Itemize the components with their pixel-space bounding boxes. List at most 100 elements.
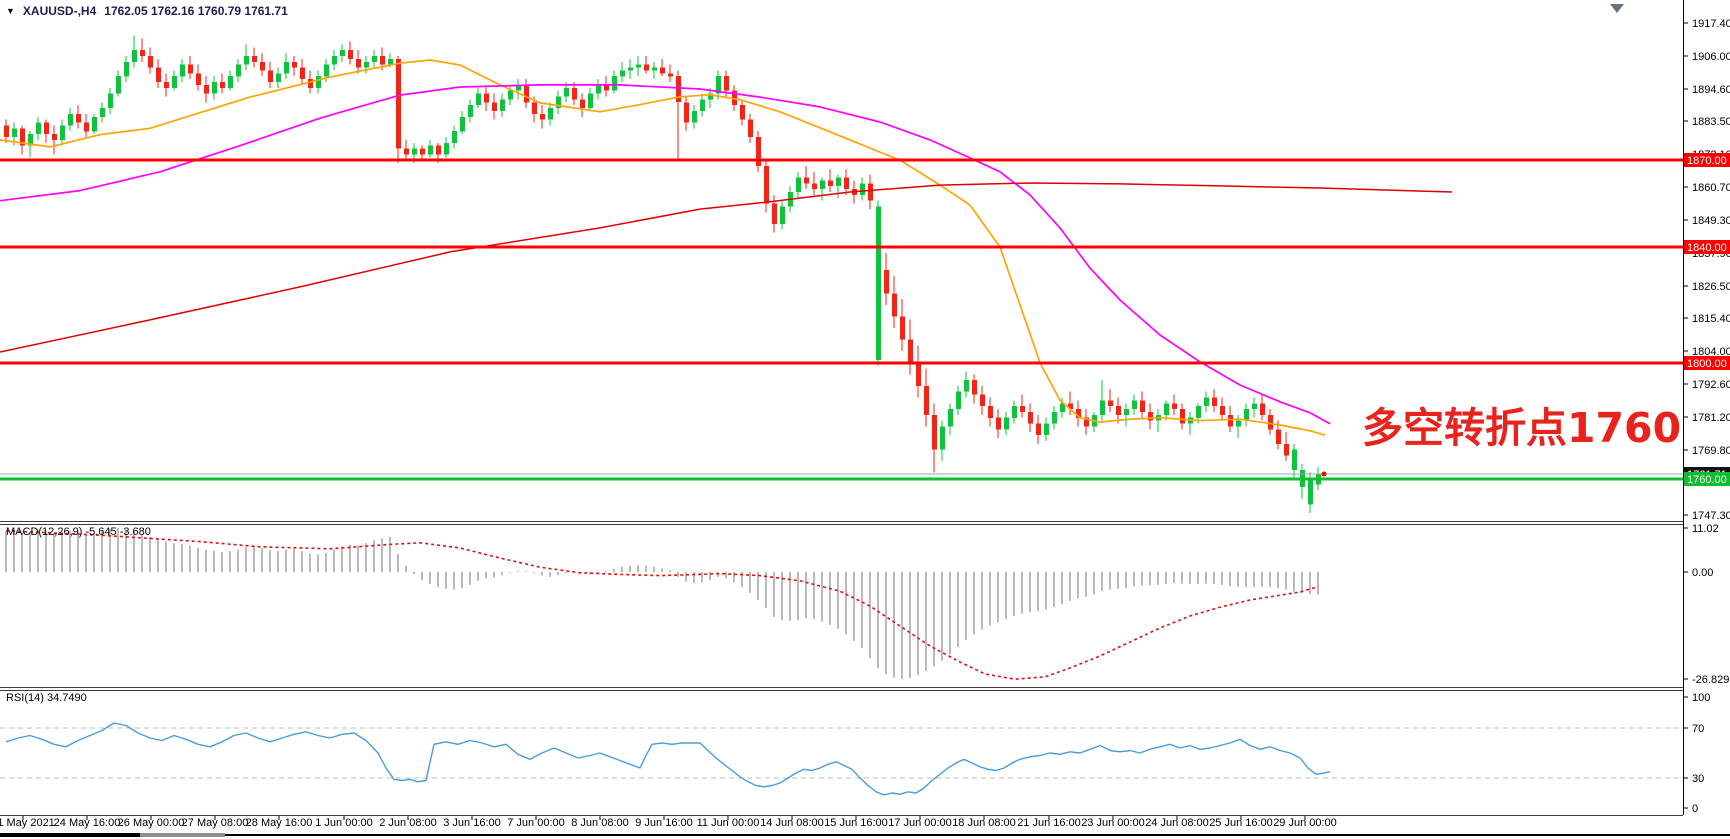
level-1760.00-box bbox=[1684, 472, 1730, 486]
price-tick-label: 1849.30 bbox=[1692, 215, 1730, 227]
macd-tick-label: 0.00 bbox=[1692, 567, 1713, 579]
time-tick-label: 2 Jun 08:00 bbox=[379, 817, 437, 829]
time-tick-label: 1 Jun 00:00 bbox=[315, 817, 373, 829]
candle-body bbox=[516, 84, 521, 91]
rsi-tick-label: 0 bbox=[1692, 803, 1698, 815]
candle-body bbox=[1124, 409, 1129, 415]
price-tick-label: 1860.70 bbox=[1692, 182, 1730, 194]
candle-body bbox=[564, 87, 569, 97]
candle-body bbox=[884, 270, 889, 294]
candle-body bbox=[348, 50, 353, 59]
candle-body bbox=[996, 417, 1001, 430]
candle-body bbox=[100, 108, 105, 117]
candle-body bbox=[868, 183, 873, 201]
candle-body bbox=[980, 394, 985, 407]
candle-body bbox=[676, 76, 681, 103]
candle-body bbox=[324, 64, 329, 77]
candle-body bbox=[604, 84, 609, 91]
candle-body bbox=[372, 56, 377, 62]
ma-magenta-mid bbox=[0, 84, 1331, 425]
candle-body bbox=[692, 111, 697, 123]
candle-body bbox=[620, 70, 625, 77]
candle-body bbox=[92, 116, 97, 132]
candle-body bbox=[276, 73, 281, 83]
price-tick-label: 1883.50 bbox=[1692, 116, 1730, 128]
candle-body bbox=[196, 73, 201, 85]
scrollbar-thumb[interactable] bbox=[140, 833, 225, 837]
ma-orange-fast bbox=[0, 59, 1326, 436]
time-tick-label: 21 May 2021 bbox=[0, 817, 55, 829]
candle-body bbox=[540, 113, 545, 120]
candle-body bbox=[1052, 412, 1057, 424]
candle-body bbox=[252, 56, 257, 62]
candle-body bbox=[964, 380, 969, 392]
candle-body bbox=[1076, 409, 1081, 418]
candle-body bbox=[1212, 397, 1217, 407]
candle-body bbox=[780, 206, 785, 224]
level-1840.00-label: 1840.00 bbox=[1687, 242, 1727, 254]
candle-body bbox=[468, 105, 473, 117]
price-tick-label: 1792.60 bbox=[1692, 379, 1730, 391]
price-tick-label: 1906.00 bbox=[1692, 51, 1730, 63]
candle-body bbox=[596, 84, 601, 94]
candle-body bbox=[612, 76, 617, 91]
candle-body bbox=[1228, 414, 1233, 427]
candle-body bbox=[524, 84, 529, 103]
candle-body bbox=[300, 67, 305, 80]
scrollbar-segment-dark[interactable] bbox=[0, 833, 140, 837]
candle-body bbox=[1108, 400, 1113, 407]
last-price-dot-marker bbox=[1321, 471, 1327, 477]
markers-layer bbox=[1321, 4, 1624, 477]
candle-body bbox=[580, 99, 585, 109]
macd-tick-label: -26.829 bbox=[1692, 674, 1729, 686]
ohlc-values: 1762.05 1762.16 1760.79 1761.71 bbox=[104, 4, 288, 18]
time-tick-label: 8 Jun 08:00 bbox=[571, 817, 629, 829]
macd-tick-label: 11.02 bbox=[1692, 523, 1719, 535]
candle-body bbox=[444, 142, 449, 155]
candle-body bbox=[1060, 403, 1065, 412]
time-tick-label: 25 Jun 16:00 bbox=[1209, 817, 1273, 829]
candle-body bbox=[84, 122, 89, 132]
candle-body bbox=[236, 64, 241, 77]
candle-body bbox=[316, 76, 321, 88]
panel-borders bbox=[0, 521, 1683, 816]
candle-body bbox=[724, 76, 729, 91]
price-tick-label: 1826.50 bbox=[1692, 281, 1730, 293]
h-scrollbar[interactable] bbox=[0, 832, 1730, 839]
price-tick-label: 1781.20 bbox=[1692, 412, 1730, 424]
level-1870.00-box bbox=[1684, 153, 1730, 167]
candle-body bbox=[148, 56, 153, 68]
level-1870.00-label: 1870.00 bbox=[1687, 155, 1727, 167]
time-tick-label: 24 Jun 08:00 bbox=[1145, 817, 1209, 829]
time-tick-label: 18 Jun 08:00 bbox=[952, 817, 1016, 829]
time-tick-label: 15 Jun 16:00 bbox=[824, 817, 888, 829]
candle-body bbox=[908, 339, 913, 363]
candle-body bbox=[1116, 406, 1121, 415]
candle-body bbox=[36, 122, 41, 135]
candle-body bbox=[940, 426, 945, 450]
chart-shift-triangle-icon bbox=[1610, 4, 1624, 13]
candle-body bbox=[508, 90, 513, 100]
candle-body bbox=[220, 82, 225, 88]
macd-indicator-label: MACD(12,26,9) -5.645 -3.680 bbox=[6, 526, 151, 538]
candle-body bbox=[1196, 406, 1201, 418]
price-tick-label: 1917.40 bbox=[1692, 18, 1730, 30]
candle-body bbox=[292, 61, 297, 68]
time-tick-label: 14 Jun 08:00 bbox=[760, 817, 824, 829]
level-1760.00-label: 1760.00 bbox=[1687, 474, 1727, 486]
candle-body bbox=[68, 113, 73, 126]
candle-body bbox=[1028, 412, 1033, 424]
candle-body bbox=[156, 67, 161, 83]
candle-body bbox=[108, 93, 113, 109]
time-tick-label: 29 Jun 00:00 bbox=[1273, 817, 1337, 829]
candle-body bbox=[628, 67, 633, 71]
candle-body bbox=[12, 128, 17, 137]
time-tick-label: 23 Jun 00:00 bbox=[1081, 817, 1145, 829]
candle-body bbox=[1292, 449, 1297, 470]
rsi-tick-label: 100 bbox=[1692, 692, 1710, 704]
candle-body bbox=[860, 183, 865, 195]
candle-body bbox=[204, 84, 209, 94]
rsi-indicator-label: RSI(14) 34.7490 bbox=[6, 692, 87, 704]
candle-body bbox=[332, 56, 337, 65]
